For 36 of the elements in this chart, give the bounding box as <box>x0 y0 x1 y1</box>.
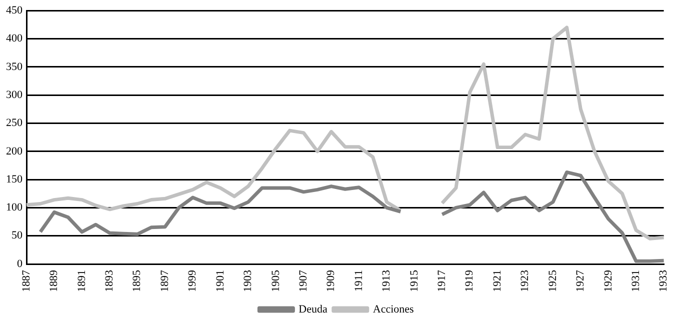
y-tick-label: 450 <box>6 4 23 16</box>
x-tick-label: 1889 <box>48 270 60 292</box>
x-tick-label: 1895 <box>131 270 144 292</box>
y-tick-label: 0 <box>17 258 23 270</box>
y-tick-label: 300 <box>6 88 23 101</box>
x-tick-label: 1905 <box>270 270 282 292</box>
x-tick-label: 1917 <box>436 270 448 292</box>
x-tick-label: 1897 <box>158 270 171 292</box>
y-tick-label: 200 <box>6 145 23 158</box>
x-tick-label: 1999 <box>186 270 199 292</box>
x-tick-label: 1893 <box>104 270 116 292</box>
x-tick-label: 1919 <box>464 270 476 292</box>
x-tick-label: 1923 <box>519 270 532 292</box>
y-tick-label: 150 <box>6 173 23 186</box>
legend-label: Deuda <box>298 303 328 316</box>
x-tick-label: 1921 <box>491 270 504 292</box>
x-tick-label: 1915 <box>408 270 420 292</box>
x-tick-label: 1891 <box>76 270 88 292</box>
x-tick-label: 1929 <box>602 270 614 292</box>
x-tick-label: 1887 <box>20 270 32 292</box>
x-tick-label: 1913 <box>380 270 393 292</box>
y-tick-label: 350 <box>6 60 23 73</box>
y-tick-label: 100 <box>6 202 23 214</box>
x-tick-label: 1909 <box>325 270 338 292</box>
x-tick-label: 1907 <box>297 270 310 292</box>
x-tick-label: 1903 <box>242 270 254 292</box>
y-tick-label: 250 <box>6 117 23 130</box>
x-tick-label: 1925 <box>546 270 559 292</box>
x-tick-label: 1911 <box>352 270 365 292</box>
y-tick-label: 50 <box>12 230 23 242</box>
legend-label: Acciones <box>372 303 414 316</box>
y-tick-label: 400 <box>6 32 23 45</box>
x-tick-label: 1901 <box>214 270 226 292</box>
x-tick-label: 1933 <box>658 270 670 292</box>
x-tick-label: 1931 <box>630 270 642 292</box>
x-tick-label: 1927 <box>574 270 587 292</box>
